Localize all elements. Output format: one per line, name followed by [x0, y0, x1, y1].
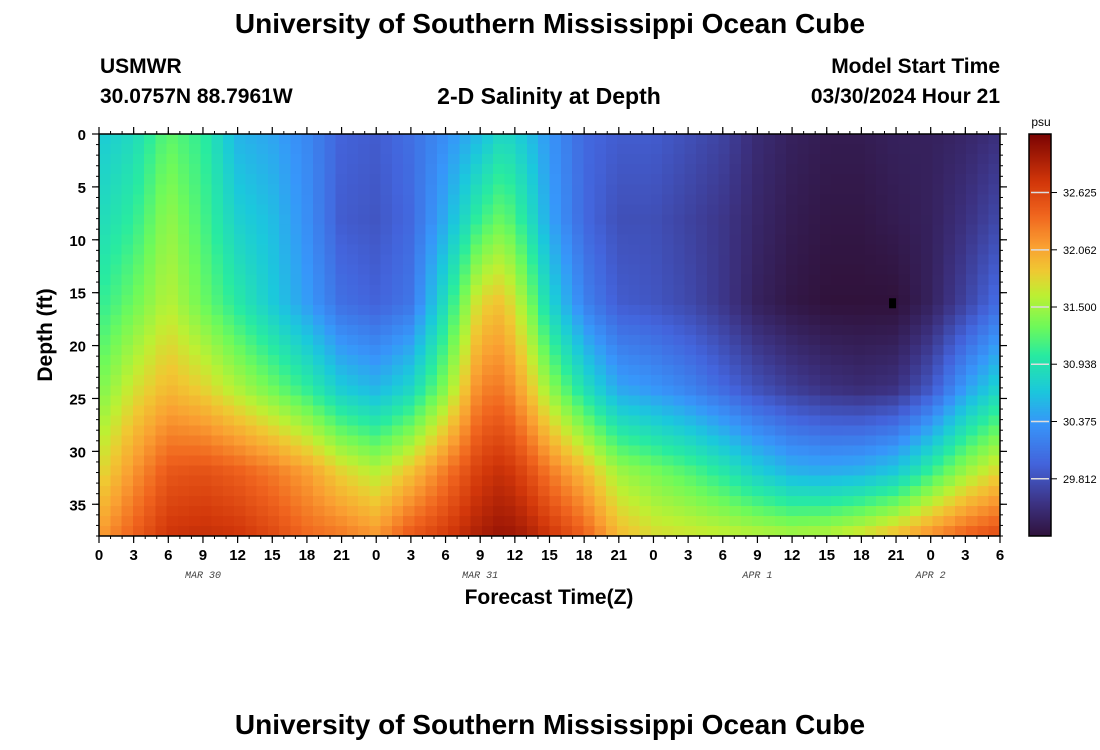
- model-start-value: 03/30/2024 Hour 21: [810, 85, 1000, 108]
- x-tick-label: 12: [229, 547, 246, 564]
- x-tick-label: 9: [753, 547, 761, 564]
- y-tick-label: 5: [78, 180, 86, 197]
- y-tick-label: 25: [69, 391, 86, 408]
- plot-title: 2-D Salinity at Depth: [437, 83, 661, 109]
- x-tick-label: 15: [818, 547, 835, 564]
- x-tick-label: 15: [541, 547, 558, 564]
- x-tick-label: 6: [441, 547, 449, 564]
- colorbar-tick-label: 31.500: [1063, 302, 1097, 314]
- x-tick-label: 18: [576, 547, 593, 564]
- colorbar-tick-label: 30.938: [1063, 359, 1097, 371]
- y-tick-label: 35: [69, 497, 86, 514]
- page-title: University of Southern Mississippi Ocean…: [234, 8, 866, 39]
- x-tick-label: 6: [719, 547, 727, 564]
- date-label: APR 2: [915, 571, 946, 582]
- y-axis-label: Depth (ft): [34, 288, 57, 381]
- colorbar-tick-label: 30.375: [1063, 417, 1097, 429]
- x-tick-label: 0: [649, 547, 657, 564]
- model-start-label: Model Start Time: [831, 55, 1000, 78]
- date-label: MAR 31: [462, 571, 498, 582]
- colorbar-unit-label: psu: [1031, 115, 1050, 129]
- x-tick-label: 0: [95, 547, 103, 564]
- x-tick-label: 15: [264, 547, 281, 564]
- y-tick-label: 10: [69, 233, 86, 250]
- x-tick-label: 21: [333, 547, 350, 564]
- x-tick-label: 3: [129, 547, 137, 564]
- plot-frame: [98, 133, 1001, 537]
- salinity-heatmap: [99, 134, 1000, 536]
- y-tick-label: 0: [78, 127, 86, 144]
- marker-point: [889, 298, 897, 309]
- x-tick-label: 18: [299, 547, 316, 564]
- x-axis-label: Forecast Time(Z): [465, 586, 634, 609]
- colorbar-tick-label: 32.062: [1063, 245, 1097, 257]
- date-label: MAR 30: [185, 571, 221, 582]
- y-tick-label: 30: [69, 444, 86, 461]
- x-tick-label: 18: [853, 547, 870, 564]
- x-tick-label: 3: [961, 547, 969, 564]
- colorbar-frame: [1028, 133, 1052, 537]
- y-tick-label: 15: [69, 286, 86, 303]
- x-tick-label: 12: [784, 547, 801, 564]
- footer-title: University of Southern Mississippi Ocean…: [234, 709, 866, 740]
- x-tick-label: 9: [476, 547, 484, 564]
- x-tick-label: 0: [372, 547, 380, 564]
- x-tick-label: 6: [164, 547, 172, 564]
- x-tick-label: 21: [610, 547, 627, 564]
- colorbar-tick-label: 29.812: [1063, 474, 1097, 486]
- x-tick-label: 12: [507, 547, 524, 564]
- x-tick-label: 21: [888, 547, 905, 564]
- station-coordinates: 30.0757N 88.7961W: [100, 85, 293, 108]
- x-tick-label: 9: [199, 547, 207, 564]
- colorbar-tick-label: 32.625: [1063, 188, 1097, 200]
- station-id: USMWR: [100, 55, 182, 78]
- x-tick-label: 3: [407, 547, 415, 564]
- colorbar-gradient: [1029, 134, 1051, 536]
- y-tick-label: 20: [69, 339, 86, 356]
- date-label: APR 1: [741, 571, 772, 582]
- x-tick-label: 0: [927, 547, 935, 564]
- x-tick-label: 6: [996, 547, 1004, 564]
- x-tick-label: 3: [684, 547, 692, 564]
